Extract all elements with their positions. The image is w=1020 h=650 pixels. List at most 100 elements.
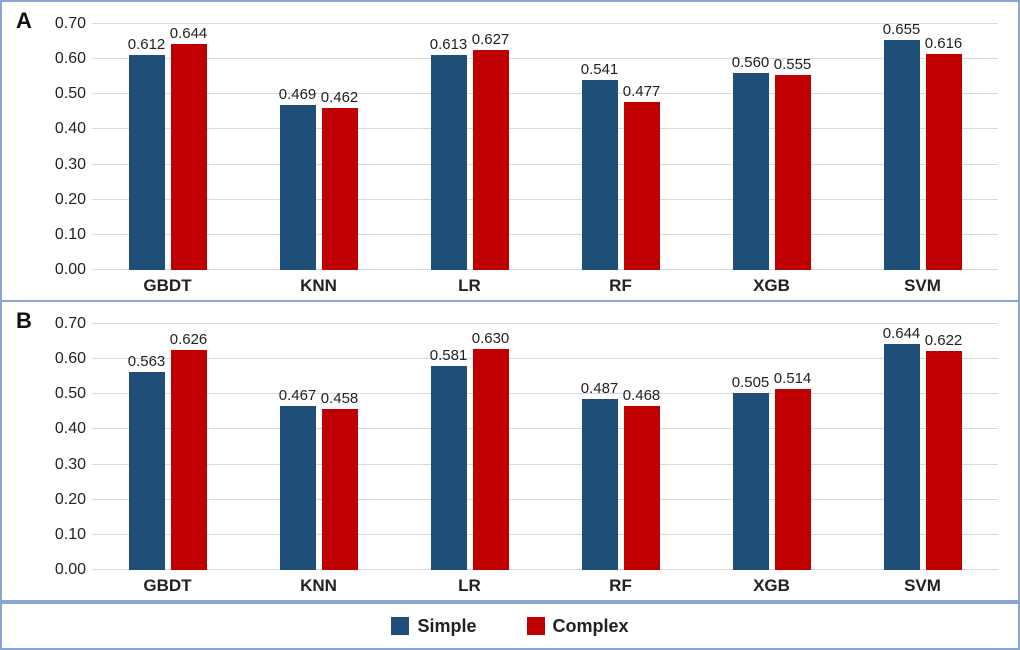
figure-container: A 0.000.100.200.300.400.500.600.700.6120… <box>0 0 1020 650</box>
xtick-label: SVM <box>904 570 941 596</box>
legend-swatch-simple <box>391 617 409 635</box>
ytick-label: 0.40 <box>55 420 92 438</box>
bar-simple: 0.644 <box>884 344 920 570</box>
xtick-label: GBDT <box>143 570 191 596</box>
bar-value-label: 0.468 <box>623 387 661 406</box>
bar-group: 0.5630.626GBDT <box>92 324 243 570</box>
ytick-label: 0.60 <box>55 350 92 368</box>
bar-simple: 0.467 <box>280 406 316 570</box>
bar-group: 0.5050.514XGB <box>696 324 847 570</box>
bar-simple: 0.560 <box>733 73 769 270</box>
xtick-label: LR <box>458 270 481 296</box>
panel-b-plot: 0.000.100.200.300.400.500.600.700.5630.6… <box>92 324 998 570</box>
bar-value-label: 0.477 <box>623 83 661 102</box>
ytick-label: 0.70 <box>55 315 92 333</box>
bar-value-label: 0.613 <box>430 36 468 55</box>
bar-complex: 0.462 <box>322 108 358 270</box>
legend-item-complex: Complex <box>527 616 629 637</box>
xtick-label: KNN <box>300 270 337 296</box>
bar-complex: 0.555 <box>775 75 811 270</box>
bar-value-label: 0.555 <box>774 56 812 75</box>
legend-swatch-complex <box>527 617 545 635</box>
bar-group: 0.5810.630LR <box>394 324 545 570</box>
bar-group: 0.5410.477RF <box>545 24 696 270</box>
ytick-label: 0.50 <box>55 85 92 103</box>
bar-value-label: 0.612 <box>128 36 166 55</box>
bar-group: 0.6120.644GBDT <box>92 24 243 270</box>
panel-a-label: A <box>16 8 32 34</box>
bar-value-label: 0.487 <box>581 380 619 399</box>
ytick-label: 0.10 <box>55 526 92 544</box>
xtick-label: RF <box>609 270 632 296</box>
ytick-label: 0.20 <box>55 491 92 509</box>
bar-complex: 0.622 <box>926 351 962 570</box>
bar-simple: 0.469 <box>280 105 316 270</box>
bar-value-label: 0.458 <box>321 390 359 409</box>
bar-value-label: 0.563 <box>128 353 166 372</box>
bar-group: 0.4690.462KNN <box>243 24 394 270</box>
bar-value-label: 0.462 <box>321 89 359 108</box>
bar-complex: 0.458 <box>322 409 358 570</box>
xtick-label: LR <box>458 570 481 596</box>
bar-group: 0.4870.468RF <box>545 324 696 570</box>
bar-value-label: 0.626 <box>170 331 208 350</box>
xtick-label: SVM <box>904 270 941 296</box>
bars-row: 0.5630.626GBDT0.4670.458KNN0.5810.630LR0… <box>92 324 998 570</box>
bar-value-label: 0.622 <box>925 332 963 351</box>
bar-complex: 0.644 <box>171 44 207 270</box>
legend-label-complex: Complex <box>553 616 629 637</box>
bar-value-label: 0.505 <box>732 374 770 393</box>
bar-value-label: 0.655 <box>883 21 921 40</box>
bar-value-label: 0.514 <box>774 370 812 389</box>
bar-simple: 0.613 <box>431 55 467 270</box>
bar-value-label: 0.616 <box>925 35 963 54</box>
bar-value-label: 0.630 <box>472 330 510 349</box>
xtick-label: RF <box>609 570 632 596</box>
bar-value-label: 0.560 <box>732 54 770 73</box>
bar-value-label: 0.644 <box>170 25 208 44</box>
xtick-label: XGB <box>753 570 790 596</box>
ytick-label: 0.30 <box>55 456 92 474</box>
ytick-label: 0.20 <box>55 191 92 209</box>
xtick-label: XGB <box>753 270 790 296</box>
bar-group: 0.6130.627LR <box>394 24 545 270</box>
bar-simple: 0.487 <box>582 399 618 570</box>
bars-row: 0.6120.644GBDT0.4690.462KNN0.6130.627LR0… <box>92 24 998 270</box>
ytick-label: 0.00 <box>55 561 92 579</box>
ytick-label: 0.40 <box>55 120 92 138</box>
bar-group: 0.6440.622SVM <box>847 324 998 570</box>
bar-value-label: 0.467 <box>279 387 317 406</box>
bar-group: 0.4670.458KNN <box>243 324 394 570</box>
legend-label-simple: Simple <box>417 616 476 637</box>
panel-a-plot: 0.000.100.200.300.400.500.600.700.6120.6… <box>92 24 998 270</box>
bar-complex: 0.616 <box>926 54 962 270</box>
bar-value-label: 0.581 <box>430 347 468 366</box>
panel-b-plot-area: 0.000.100.200.300.400.500.600.700.5630.6… <box>92 324 998 570</box>
ytick-label: 0.00 <box>55 261 92 279</box>
xtick-label: GBDT <box>143 270 191 296</box>
bar-complex: 0.627 <box>473 50 509 270</box>
bar-complex: 0.477 <box>624 102 660 270</box>
ytick-label: 0.60 <box>55 50 92 68</box>
bar-complex: 0.630 <box>473 349 509 570</box>
bar-value-label: 0.627 <box>472 31 510 50</box>
legend-item-simple: Simple <box>391 616 476 637</box>
panel-a: A 0.000.100.200.300.400.500.600.700.6120… <box>2 2 1018 302</box>
bar-simple: 0.612 <box>129 55 165 270</box>
ytick-label: 0.30 <box>55 156 92 174</box>
ytick-label: 0.50 <box>55 385 92 403</box>
panel-b-label: B <box>16 308 32 334</box>
bar-complex: 0.468 <box>624 406 660 570</box>
bar-simple: 0.563 <box>129 372 165 570</box>
bar-simple: 0.505 <box>733 393 769 570</box>
bar-simple: 0.581 <box>431 366 467 570</box>
bar-value-label: 0.541 <box>581 61 619 80</box>
xtick-label: KNN <box>300 570 337 596</box>
bar-group: 0.5600.555XGB <box>696 24 847 270</box>
ytick-label: 0.10 <box>55 226 92 244</box>
bar-value-label: 0.469 <box>279 86 317 105</box>
bar-group: 0.6550.616SVM <box>847 24 998 270</box>
bar-complex: 0.514 <box>775 389 811 570</box>
ytick-label: 0.70 <box>55 15 92 33</box>
bar-simple: 0.655 <box>884 40 920 270</box>
